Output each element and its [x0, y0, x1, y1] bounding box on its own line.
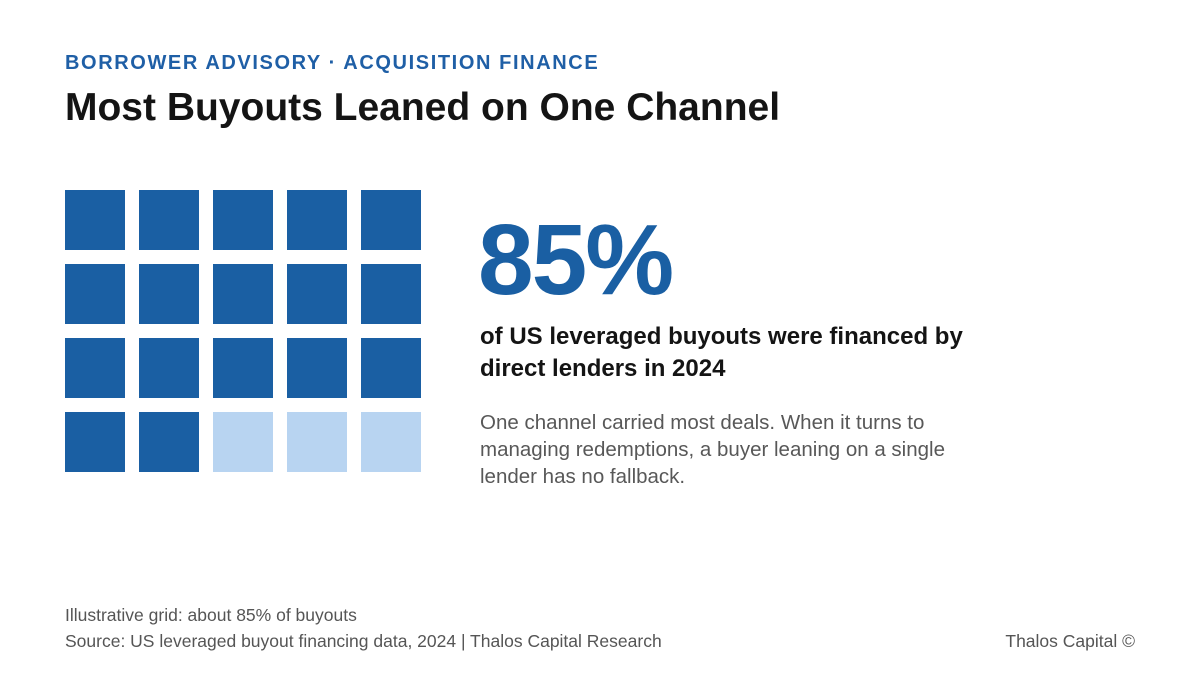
eyebrow-label: BORROWER ADVISORY · ACQUISITION FINANCE — [65, 52, 600, 74]
waffle-cell-filled — [65, 412, 125, 472]
waffle-cell-filled — [65, 190, 125, 250]
waffle-cell-filled — [361, 338, 421, 398]
waffle-cell-filled — [287, 338, 347, 398]
waffle-cell-filled — [361, 264, 421, 324]
waffle-cell-filled — [139, 338, 199, 398]
waffle-cell-empty — [361, 412, 421, 472]
grid-note: Illustrative grid: about 85% of buyouts — [65, 605, 357, 625]
waffle-cell-filled — [65, 264, 125, 324]
stat-description: One channel carried most deals. When it … — [480, 411, 945, 488]
headline-stat: 85% — [478, 204, 674, 316]
waffle-cell-filled — [213, 338, 273, 398]
stat-label: of US leveraged buyouts were financed by… — [480, 323, 963, 382]
waffle-grid — [65, 190, 421, 472]
waffle-cell-empty — [287, 412, 347, 472]
source-line: Source: US leveraged buyout financing da… — [65, 631, 662, 651]
waffle-cell-filled — [287, 264, 347, 324]
waffle-cell-empty — [213, 412, 273, 472]
waffle-cell-filled — [361, 190, 421, 250]
waffle-cell-filled — [213, 190, 273, 250]
page-title: Most Buyouts Leaned on One Channel — [65, 86, 781, 129]
waffle-cell-filled — [139, 190, 199, 250]
waffle-cell-filled — [213, 264, 273, 324]
waffle-cell-filled — [65, 338, 125, 398]
waffle-cell-filled — [139, 412, 199, 472]
waffle-cell-filled — [139, 264, 199, 324]
waffle-cell-filled — [287, 190, 347, 250]
brand-credit: Thalos Capital © — [1005, 631, 1135, 651]
